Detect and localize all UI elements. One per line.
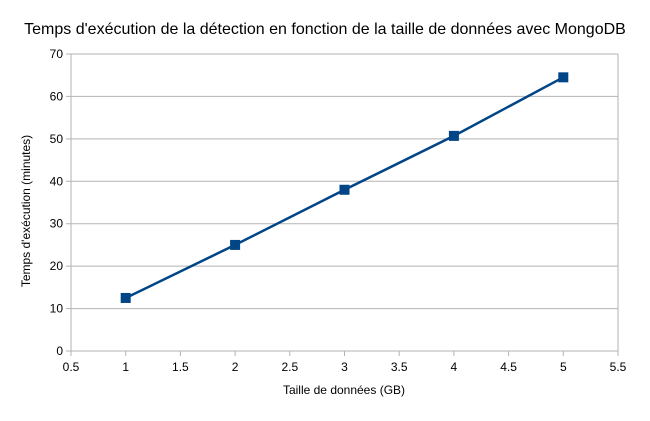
x-tick-label: 5 — [560, 360, 567, 374]
y-tick-label: 70 — [50, 47, 64, 61]
y-axis-title: Temps d'exécution (minutes) — [19, 135, 33, 287]
y-tick-label: 60 — [50, 89, 64, 103]
y-tick-label: 10 — [50, 302, 64, 316]
data-point-marker — [339, 184, 350, 195]
chart-title: Temps d'exécution de la détection en fon… — [24, 21, 626, 38]
x-tick-labels: 0.5 1 1.5 2 2.5 3 3.5 4 4.5 5 5.5 — [63, 360, 627, 374]
data-series — [120, 72, 569, 303]
x-tick-label: 2 — [232, 360, 239, 374]
y-tick-labels: 0 10 20 30 40 50 60 70 — [50, 47, 64, 358]
x-tick-label: 4 — [451, 360, 458, 374]
y-tick-label: 50 — [50, 132, 64, 146]
x-tick-label: 1.5 — [172, 360, 189, 374]
y-tick-label: 0 — [56, 344, 63, 358]
x-tick-label: 0.5 — [63, 360, 80, 374]
x-tick-label: 2.5 — [281, 360, 298, 374]
data-point-marker — [448, 130, 459, 141]
data-point-marker — [558, 72, 569, 83]
x-tick-label: 3.5 — [391, 360, 408, 374]
data-point-marker — [230, 239, 241, 250]
data-point-marker — [120, 292, 131, 303]
x-tick-label: 5.5 — [610, 360, 627, 374]
y-tick-label: 30 — [50, 217, 64, 231]
y-tick-label: 40 — [50, 174, 64, 188]
gridlines — [66, 53, 618, 352]
x-tick-label: 1 — [122, 360, 129, 374]
x-tick-label: 4.5 — [500, 360, 517, 374]
x-axis-title: Taille de données (GB) — [283, 383, 405, 397]
y-tick-label: 20 — [50, 259, 64, 273]
x-tick-label: 3 — [341, 360, 348, 374]
axes — [70, 54, 619, 356]
